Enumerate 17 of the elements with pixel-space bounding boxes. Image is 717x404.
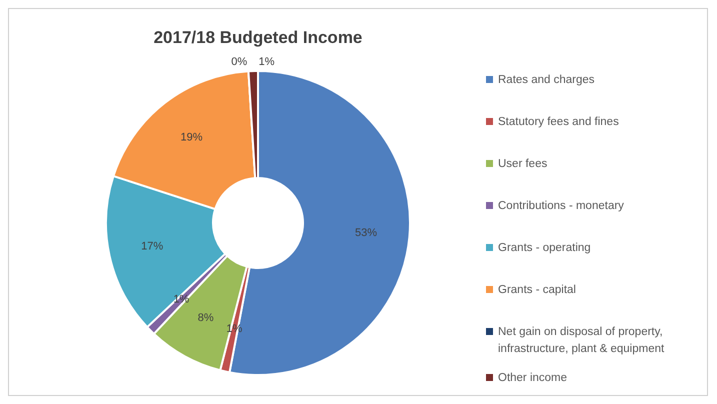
legend-label: Statutory fees and fines bbox=[498, 116, 620, 128]
data-label: 1% bbox=[226, 322, 242, 335]
legend-label: Contributions - monetary bbox=[498, 200, 624, 212]
chart-title: 2017/18 Budgeted Income bbox=[154, 28, 362, 47]
data-label: 1% bbox=[173, 294, 190, 306]
data-label: 19% bbox=[180, 131, 203, 144]
data-label: 53% bbox=[355, 227, 378, 240]
legend-label: Net gain on disposal of property, infrastructure, plant & equipment bbox=[498, 326, 666, 355]
data-label: 8% bbox=[198, 312, 214, 324]
legend-label: Other income bbox=[498, 372, 568, 384]
data-label: 17% bbox=[141, 240, 164, 253]
legend-label: User fees bbox=[498, 158, 548, 170]
legend-label: Grants - capital bbox=[498, 284, 576, 296]
legend-label: Grants - operating bbox=[498, 242, 591, 254]
text: 0% bbox=[231, 56, 248, 68]
legend-label: Rates and charges bbox=[498, 74, 595, 86]
data-label: 1% bbox=[258, 56, 275, 68]
